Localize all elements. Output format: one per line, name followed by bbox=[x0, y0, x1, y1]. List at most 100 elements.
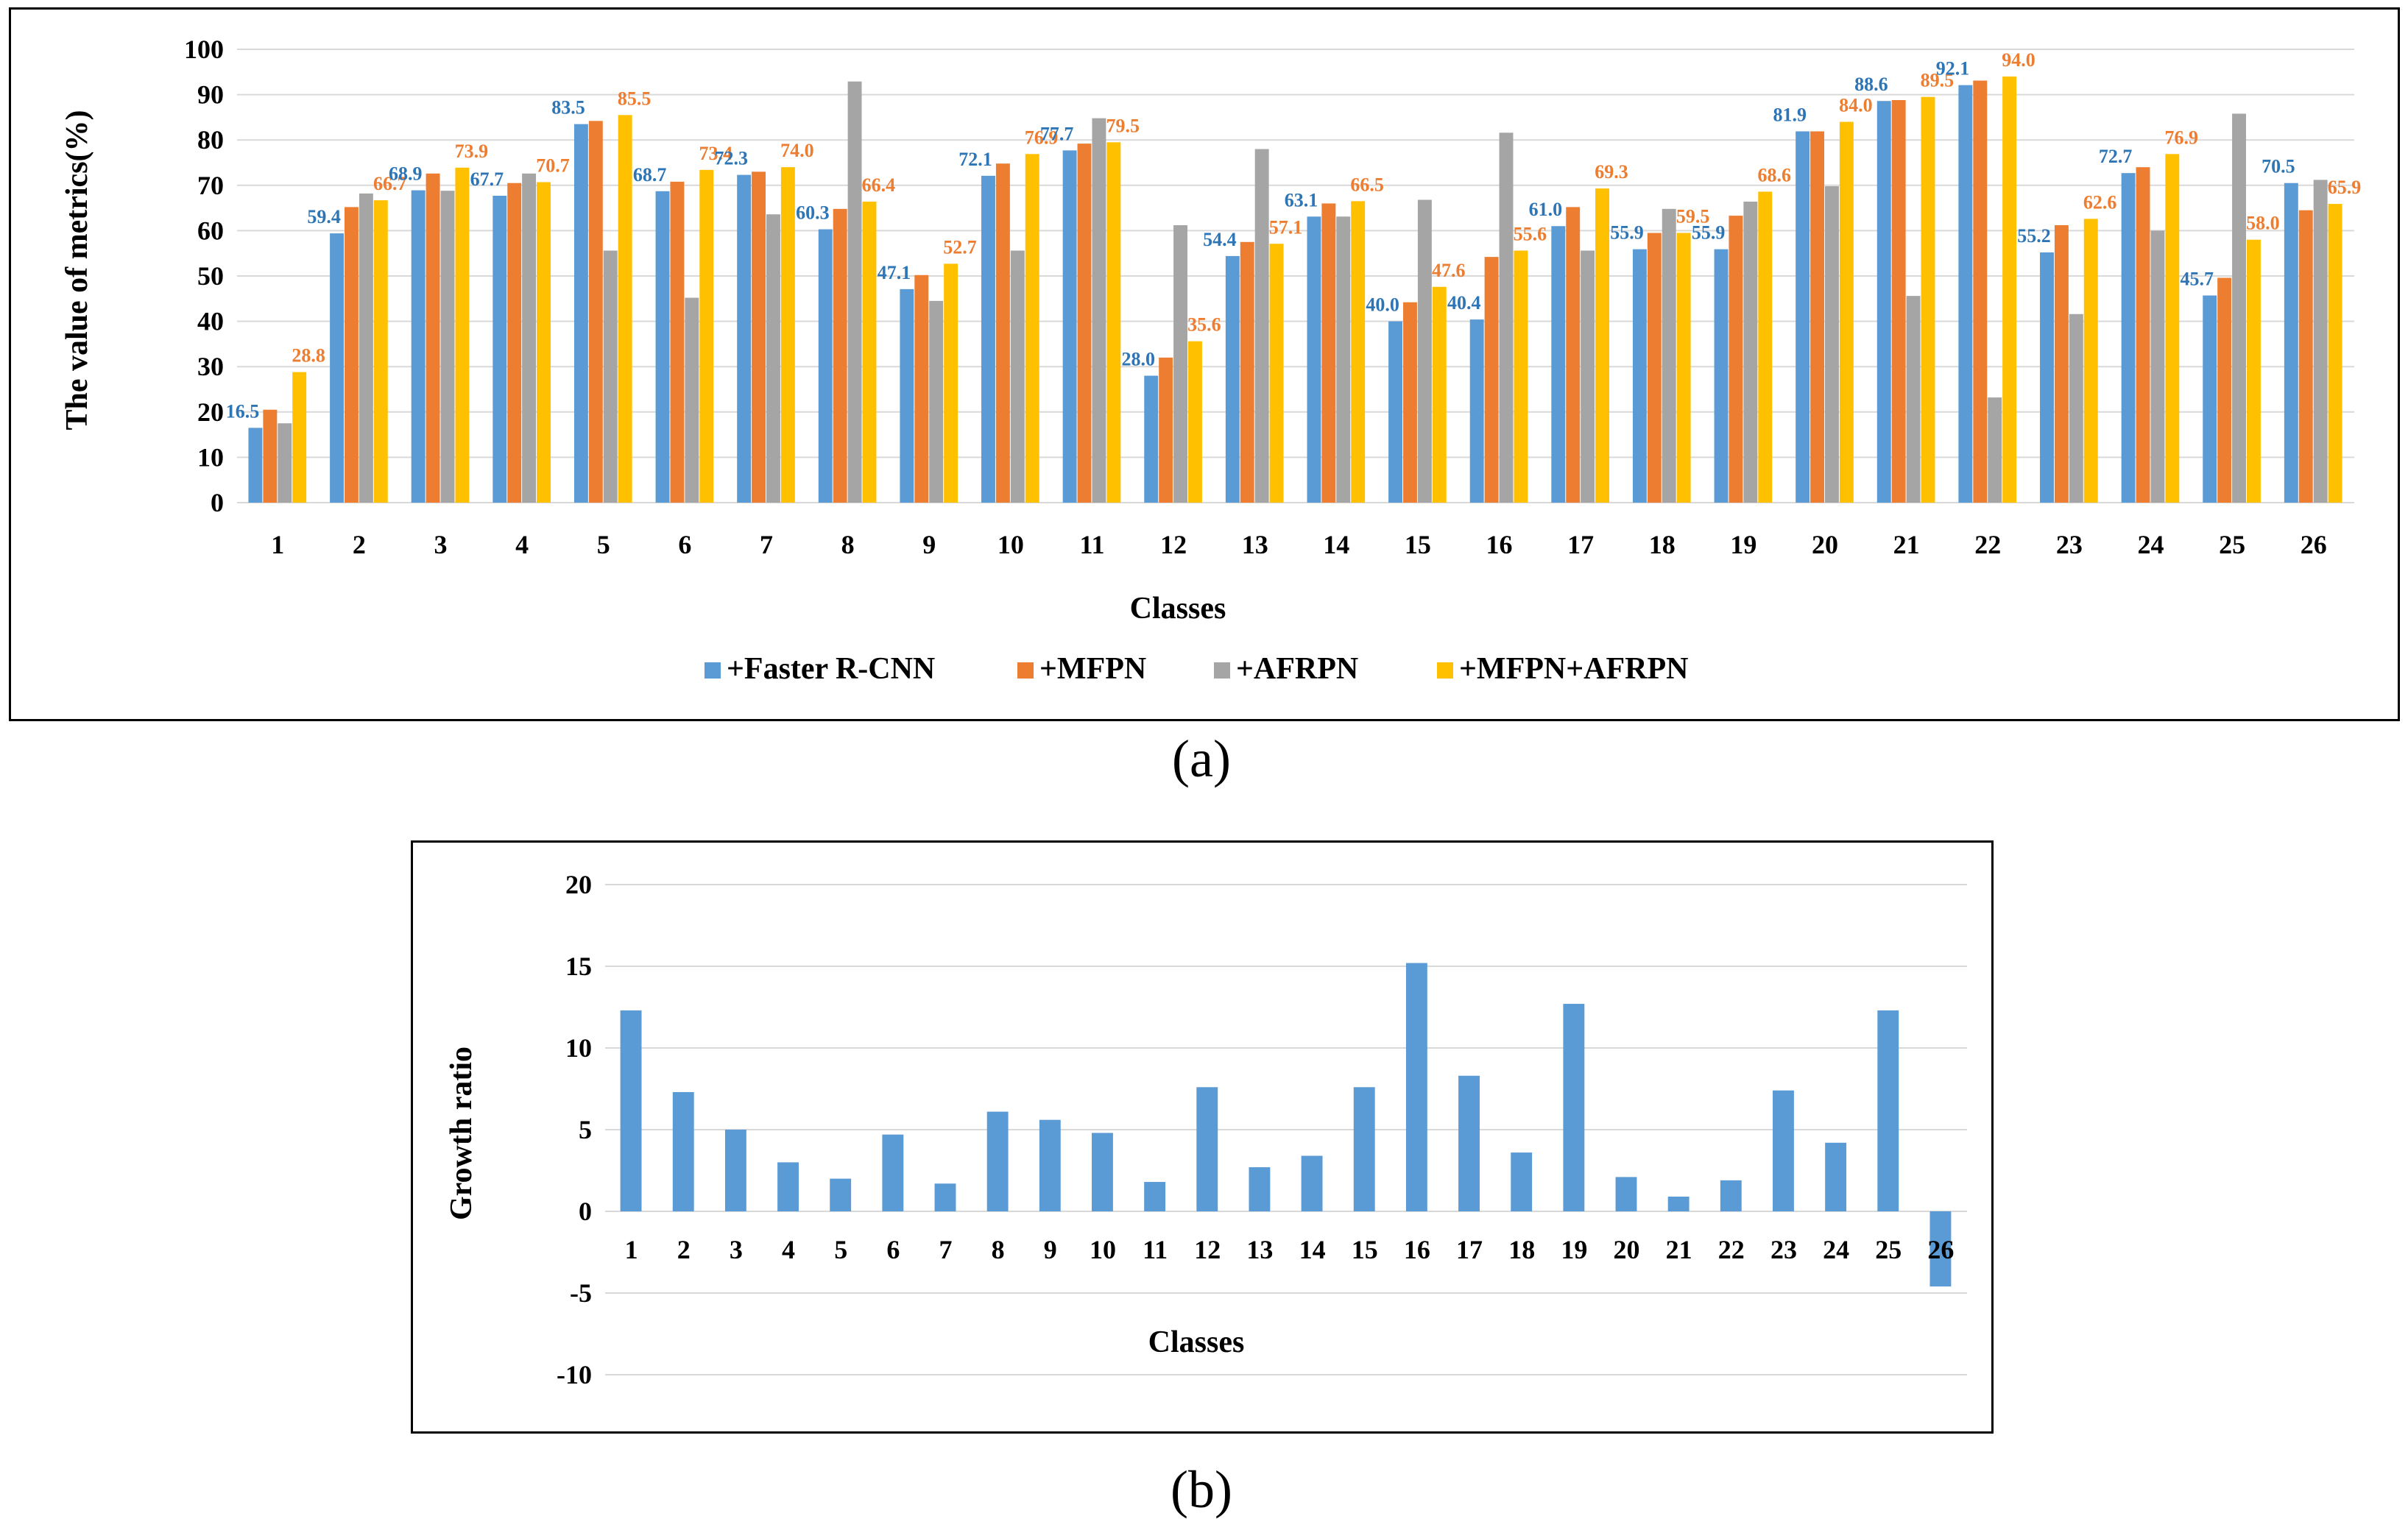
bar-a-s1-c24 bbox=[2136, 167, 2150, 503]
bar-a-s1-c17 bbox=[1566, 207, 1581, 503]
x-tick-label: 5 bbox=[597, 530, 610, 559]
bar-a-s2-c16 bbox=[1499, 132, 1514, 503]
x-tick-label: 14 bbox=[1299, 1235, 1326, 1264]
x-tick-label: 18 bbox=[1508, 1235, 1535, 1264]
bar-a-s3-c3 bbox=[455, 167, 470, 503]
bar-b-s0-c6 bbox=[882, 1134, 904, 1211]
bar-a-s2-c25 bbox=[2232, 113, 2246, 503]
bar-b-s0-c16 bbox=[1405, 963, 1427, 1211]
bar-a-s3-c1 bbox=[292, 372, 307, 503]
data-label: 59.5 bbox=[1676, 205, 1710, 227]
data-label: 69.3 bbox=[1595, 161, 1628, 183]
bar-b-s0-c18 bbox=[1511, 1152, 1533, 1211]
bar-a-s2-c10 bbox=[1010, 250, 1025, 503]
data-label: 66.5 bbox=[1350, 174, 1384, 195]
data-label: 73.4 bbox=[699, 143, 732, 164]
x-tick-label: 16 bbox=[1404, 1235, 1430, 1264]
y-tick-label: 0 bbox=[579, 1197, 592, 1226]
bar-a-s3-c6 bbox=[699, 169, 714, 503]
bar-b-s0-c10 bbox=[1092, 1133, 1113, 1211]
bar-a-s2-c1 bbox=[278, 423, 292, 503]
y-tick-label: -10 bbox=[557, 1360, 592, 1389]
bar-a-s3-c15 bbox=[1432, 286, 1447, 503]
bar-a-s0-c26 bbox=[2284, 183, 2298, 503]
x-tick-label: 12 bbox=[1194, 1235, 1221, 1264]
x-tick-label: 13 bbox=[1242, 530, 1268, 559]
y-tick-label: 10 bbox=[565, 1033, 592, 1063]
data-label: 55.2 bbox=[2017, 225, 2051, 247]
data-label: 85.5 bbox=[618, 88, 652, 109]
x-tick-label: 15 bbox=[1405, 530, 1431, 559]
bar-b-s0-c22 bbox=[1720, 1180, 1742, 1211]
data-label: 55.9 bbox=[1610, 222, 1644, 244]
x-tick-label: 17 bbox=[1456, 1235, 1483, 1264]
bar-b-s0-c20 bbox=[1615, 1177, 1637, 1211]
bar-b-s0-c11 bbox=[1144, 1182, 1166, 1211]
data-label: 73.9 bbox=[455, 141, 489, 162]
bar-a-s0-c9 bbox=[900, 288, 914, 503]
caption-a: (a) bbox=[1172, 729, 1231, 788]
x-tick-label: 7 bbox=[939, 1235, 953, 1264]
y-tick-label: 20 bbox=[565, 870, 592, 899]
bar-a-s2-c13 bbox=[1254, 149, 1269, 503]
data-label: 55.6 bbox=[1514, 224, 1547, 245]
x-tick-label: 23 bbox=[1770, 1235, 1797, 1264]
y-tick-label: 10 bbox=[197, 442, 224, 472]
x-tick-label: 9 bbox=[1044, 1235, 1057, 1264]
x-tick-label: 6 bbox=[678, 530, 691, 559]
data-label: 52.7 bbox=[943, 236, 977, 258]
bar-a-s2-c20 bbox=[1825, 186, 1839, 503]
data-label: 16.5 bbox=[226, 400, 260, 422]
bar-a-s2-c22 bbox=[1988, 397, 2002, 503]
data-label: 68.9 bbox=[389, 163, 423, 185]
x-tick-label: 6 bbox=[886, 1235, 900, 1264]
data-label: 72.7 bbox=[2099, 146, 2133, 167]
x-tick-label: 4 bbox=[515, 530, 529, 559]
legend-swatch-2 bbox=[1214, 662, 1230, 679]
bar-a-s1-c9 bbox=[914, 275, 929, 503]
bar-a-s3-c25 bbox=[2246, 239, 2261, 503]
data-label: 45.7 bbox=[2181, 268, 2214, 289]
bar-b-s0-c7 bbox=[934, 1183, 956, 1211]
bar-a-s1-c2 bbox=[345, 207, 359, 503]
data-label: 89.5 bbox=[1921, 70, 1955, 91]
bar-a-s0-c25 bbox=[2203, 295, 2217, 503]
data-label: 81.9 bbox=[1773, 104, 1807, 125]
bar-b-s0-c5 bbox=[830, 1178, 852, 1211]
bar-a-s3-c2 bbox=[373, 200, 388, 503]
bar-a-s2-c15 bbox=[1417, 199, 1432, 503]
x-axis-title: Classes bbox=[1130, 592, 1226, 626]
x-tick-label: 21 bbox=[1666, 1235, 1692, 1264]
bar-a-s0-c3 bbox=[411, 190, 426, 503]
data-label: 70.7 bbox=[536, 155, 570, 176]
bar-a-s3-c7 bbox=[780, 167, 795, 503]
bar-a-s1-c16 bbox=[1484, 257, 1499, 503]
bar-a-s1-c4 bbox=[507, 183, 522, 503]
bar-a-s0-c5 bbox=[573, 124, 588, 503]
x-tick-label: 19 bbox=[1561, 1235, 1587, 1264]
data-label: 40.4 bbox=[1447, 292, 1481, 314]
bar-a-s0-c24 bbox=[2121, 173, 2136, 503]
bar-a-s0-c17 bbox=[1551, 226, 1566, 503]
bar-a-s0-c1 bbox=[248, 428, 263, 503]
bar-a-s1-c18 bbox=[1647, 233, 1662, 503]
bar-a-s2-c3 bbox=[440, 191, 455, 503]
bar-a-s0-c4 bbox=[492, 195, 507, 503]
x-tick-label: 11 bbox=[1079, 530, 1104, 559]
y-tick-label: 20 bbox=[197, 397, 224, 427]
x-tick-label: 7 bbox=[760, 530, 773, 559]
bar-a-s2-c14 bbox=[1336, 216, 1351, 503]
x-tick-label: 16 bbox=[1486, 530, 1513, 559]
x-tick-label: 1 bbox=[625, 1235, 638, 1264]
bar-a-s3-c10 bbox=[1025, 154, 1039, 503]
x-tick-label: 26 bbox=[2301, 530, 2327, 559]
data-label: 68.7 bbox=[633, 164, 667, 185]
bar-a-s3-c23 bbox=[2083, 219, 2098, 503]
y-tick-label: 5 bbox=[579, 1115, 592, 1144]
bar-a-s0-c11 bbox=[1062, 150, 1077, 503]
bar-a-s3-c19 bbox=[1758, 191, 1773, 503]
x-tick-label: 19 bbox=[1730, 530, 1756, 559]
data-label: 47.1 bbox=[878, 262, 911, 283]
bar-a-s2-c9 bbox=[929, 300, 944, 503]
